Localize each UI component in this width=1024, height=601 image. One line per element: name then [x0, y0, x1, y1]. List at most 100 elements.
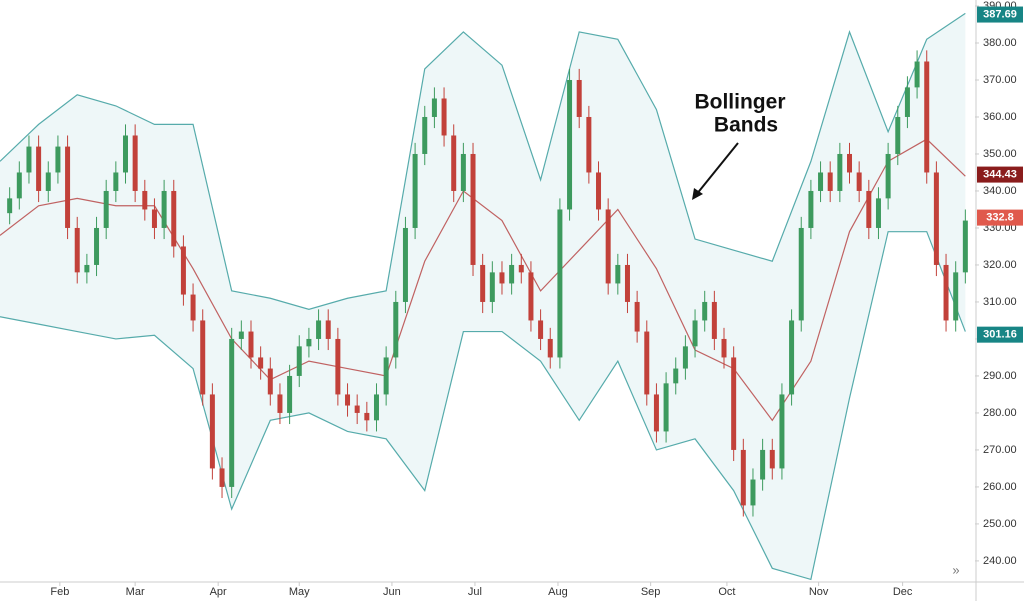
y-tick-label: 290.00 [983, 370, 1017, 382]
candle-body [779, 394, 785, 469]
arrow-head [692, 188, 703, 200]
annotation: Bands [714, 114, 778, 137]
candle-body [798, 227, 804, 321]
candle-body [837, 153, 843, 191]
candle-body [962, 220, 968, 273]
candle-body [586, 116, 592, 173]
annotation: Bollinger [694, 91, 785, 114]
x-tick-label: Oct [718, 586, 735, 598]
candle-body [45, 172, 51, 191]
y-tick-label: 320.00 [983, 259, 1017, 271]
x-tick-label: Apr [210, 586, 227, 598]
y-tick-label: 340.00 [983, 185, 1017, 197]
outer-band [0, 231, 966, 581]
candle-body [460, 153, 466, 191]
y-tick-label: 280.00 [983, 407, 1017, 419]
candle-body [325, 320, 331, 339]
price-tag [977, 326, 1023, 343]
price-tag-label: 332.8 [986, 212, 1014, 224]
candle-body [547, 338, 553, 358]
candle-body [364, 412, 370, 421]
annotation-arrow [695, 142, 739, 196]
candle-body [624, 264, 630, 302]
plot-area [0, 12, 968, 581]
candle-body [914, 61, 920, 88]
candle-body [692, 320, 698, 347]
candle-body [113, 172, 119, 191]
candle-body [740, 449, 746, 506]
candle-body [180, 246, 186, 295]
candle-body [142, 190, 148, 210]
candle-body [480, 264, 486, 302]
price-tag [977, 209, 1023, 226]
candle-body [808, 190, 814, 228]
candle-body [576, 79, 582, 117]
candle-body [818, 172, 824, 191]
candle-body [827, 172, 833, 191]
candle-body [924, 61, 930, 173]
candle-body [721, 338, 727, 358]
candle-body [94, 227, 100, 265]
candle-body [373, 394, 379, 421]
candle-body [393, 301, 399, 358]
candle-body [345, 394, 351, 406]
candle-body [258, 357, 264, 369]
x-tick-label: Mar [126, 586, 145, 598]
candle-body [161, 190, 167, 228]
candle-body [103, 190, 109, 228]
candle-body [634, 301, 640, 332]
candle-body [673, 368, 679, 384]
candle-body [287, 375, 293, 413]
candle-body [84, 264, 90, 273]
candle-body [26, 146, 32, 173]
candle-body [402, 227, 408, 302]
x-tick-label: Jun [383, 586, 401, 598]
price-tag-label: 344.43 [983, 168, 1017, 180]
candle-body [875, 198, 881, 228]
x-tick-label: Aug [548, 586, 568, 598]
y-tick-label: 260.00 [983, 481, 1017, 493]
candle-body [644, 331, 650, 395]
candle-body [904, 87, 910, 117]
candle-body [663, 383, 669, 432]
price-tag [977, 166, 1023, 183]
candle-body [933, 172, 939, 265]
outer-band [0, 12, 966, 310]
y-tick-label: 390.00 [983, 0, 1017, 12]
price-tag-label: 301.16 [983, 329, 1017, 341]
candle-body [702, 301, 708, 321]
candle-body [731, 357, 737, 450]
candle-body [789, 320, 795, 395]
candle-body [605, 209, 611, 284]
y-tick-label: 250.00 [983, 518, 1017, 530]
candle-body [200, 320, 206, 395]
candle-body [509, 264, 515, 284]
x-tick-label: Sep [641, 586, 661, 598]
candle-body [316, 320, 322, 339]
candle-body [538, 320, 544, 339]
candle-body [856, 172, 862, 191]
candle-body [847, 153, 853, 173]
candle-body [16, 172, 22, 199]
y-tick-label: 370.00 [983, 74, 1017, 86]
candle-body [248, 331, 254, 358]
candle-body [499, 272, 505, 284]
candle-body [296, 346, 302, 376]
candle-body [441, 98, 447, 136]
y-tick-label: 360.00 [983, 111, 1017, 123]
scroll-icon[interactable]: » [952, 562, 959, 577]
candle-body [209, 394, 215, 469]
candle-body [943, 264, 949, 321]
candle-body [55, 146, 61, 173]
candle-body [451, 135, 457, 191]
candle-body [190, 294, 196, 321]
candle-body [383, 357, 389, 395]
candle-body [354, 405, 360, 413]
candle-body [132, 135, 138, 191]
x-tick-label: Nov [809, 586, 829, 598]
price-tag [977, 6, 1023, 23]
candle-body [711, 301, 717, 339]
candle-body [760, 449, 766, 480]
x-tick-label: Jul [468, 586, 482, 598]
